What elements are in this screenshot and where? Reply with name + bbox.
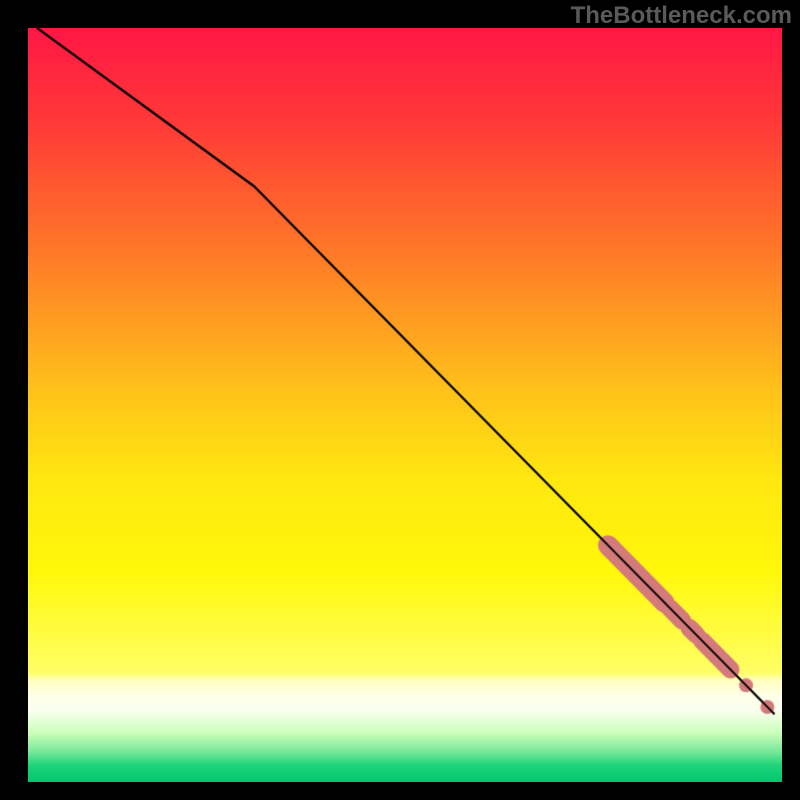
plot-area <box>28 28 782 782</box>
watermark-label: TheBottleneck.com <box>571 2 792 30</box>
chart-canvas <box>28 28 782 782</box>
